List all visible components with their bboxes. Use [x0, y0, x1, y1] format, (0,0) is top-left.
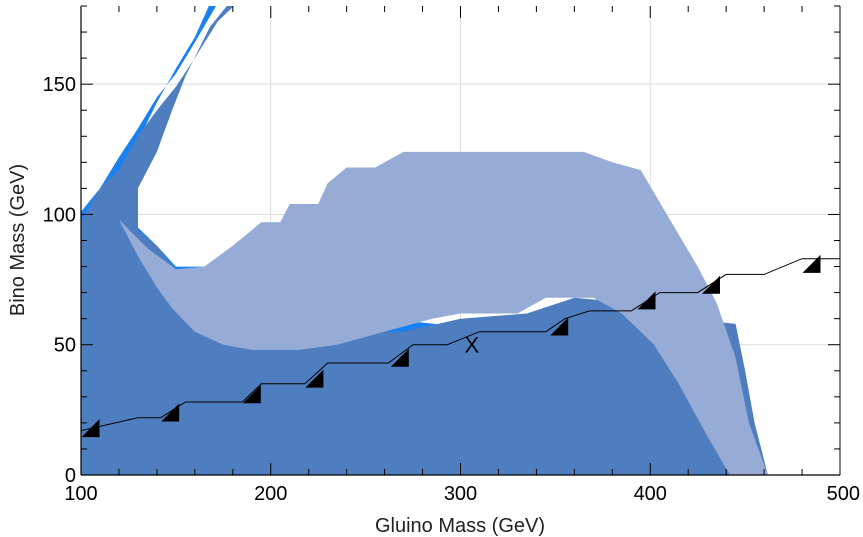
region-1 [81, 6, 768, 475]
marker-4 [390, 348, 409, 367]
marker-7 [702, 275, 720, 294]
y-tick-label-3: 150 [43, 74, 76, 96]
marker-5 [550, 317, 569, 336]
annotations: X [465, 333, 480, 358]
region-2 [119, 151, 768, 475]
marker-2 [242, 385, 261, 404]
x-tick-label-4: 500 [827, 483, 860, 505]
marker-8 [802, 254, 821, 273]
x-tick-label-1: 200 [254, 483, 287, 505]
step-line-layer [81, 258, 840, 432]
step-line [81, 258, 840, 432]
annotation-0: X [465, 333, 480, 358]
tick-labels: 100 200 300 400 500 0 50 100 150 [43, 74, 860, 505]
marker-1 [161, 403, 180, 422]
markers-layer [81, 254, 821, 438]
x-tick-label-3: 400 [634, 483, 667, 505]
marker-3 [305, 369, 324, 388]
axes [80, 5, 841, 476]
marker-6 [637, 291, 656, 310]
x-tick-label-0: 100 [64, 483, 97, 505]
shaded-regions [81, 6, 768, 475]
y-axis-title: Bino Mass (GeV) [7, 164, 29, 316]
x-tick-label-2: 300 [444, 483, 477, 505]
y-tick-label-2: 100 [43, 204, 76, 226]
y-tick-label-1: 50 [54, 335, 76, 357]
y-tick-label-0: 0 [65, 465, 76, 487]
marker-0 [81, 419, 100, 438]
x-axis-title: Gluino Mass (GeV) [375, 515, 545, 537]
